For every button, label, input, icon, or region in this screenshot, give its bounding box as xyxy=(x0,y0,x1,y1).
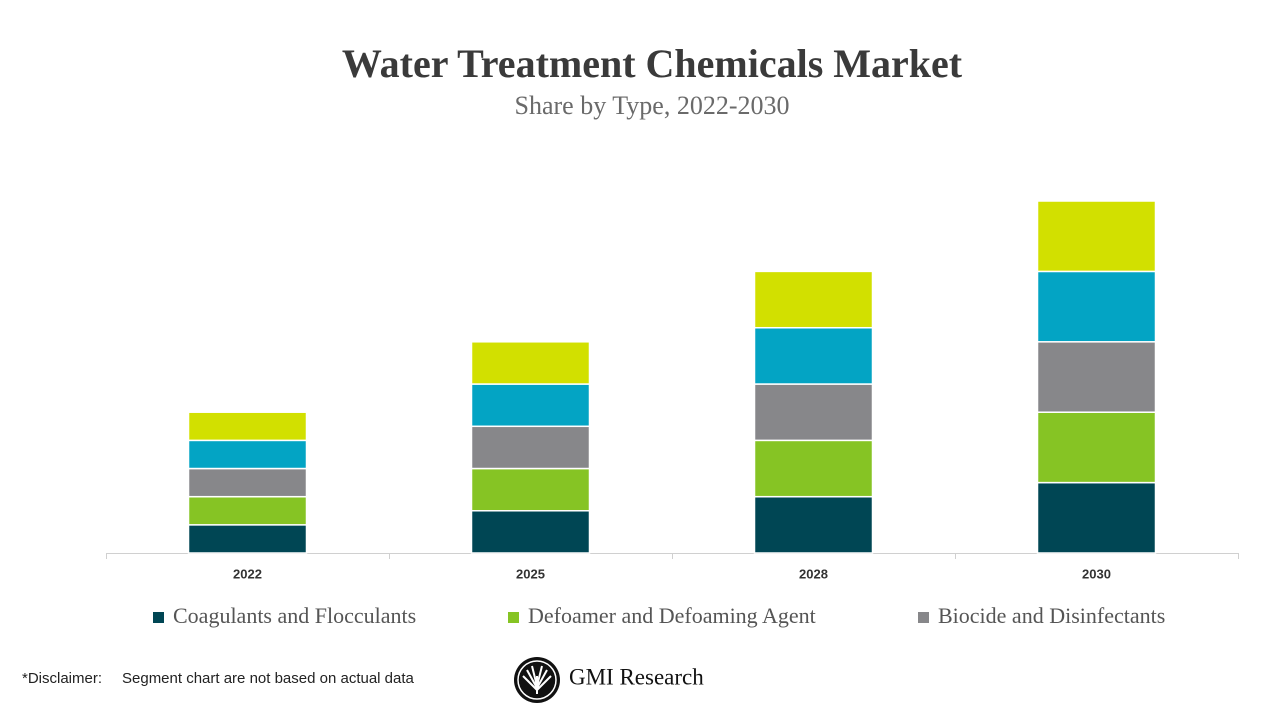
chart-title: Water Treatment Chemicals Market xyxy=(342,41,963,86)
bar-segment xyxy=(1036,411,1157,484)
disclaimer: Segment chart are not based on actual da… xyxy=(122,670,415,687)
bar-segment xyxy=(753,383,874,442)
legend-label: Defoamer and Defoaming Agent xyxy=(528,603,816,628)
x-tick-label: 2025 xyxy=(516,566,545,581)
bar-segment xyxy=(753,439,874,498)
legend-swatch xyxy=(918,612,929,623)
axis xyxy=(106,553,1239,559)
logo-ring xyxy=(517,660,557,700)
bar-segment xyxy=(470,383,591,428)
bar-segment xyxy=(187,439,308,470)
bar-segment xyxy=(187,467,308,498)
bar-segment xyxy=(470,341,591,385)
brand-name: GMI Research xyxy=(569,664,704,689)
bar-segment xyxy=(470,510,591,554)
bar-segment xyxy=(1036,341,1157,413)
x-tick-label: 2028 xyxy=(799,566,828,581)
bar-segment xyxy=(470,467,591,512)
legend-swatch xyxy=(508,612,519,623)
bar-segment xyxy=(1036,200,1157,273)
x-tick-label: 2022 xyxy=(233,566,262,581)
bar-segment xyxy=(470,425,591,470)
brand-logo xyxy=(514,657,560,703)
legend-label: Coagulants and Flocculants xyxy=(173,603,416,628)
bar-segment xyxy=(187,524,308,554)
chart-subtitle: Share by Type, 2022-2030 xyxy=(515,91,790,120)
bar-segment xyxy=(753,326,874,385)
bar-segment xyxy=(753,495,874,554)
bar-segment xyxy=(1036,481,1157,554)
bar-segment xyxy=(753,270,874,329)
logo-plant xyxy=(522,665,552,694)
bar-segment xyxy=(187,495,308,526)
bar-segment xyxy=(187,411,308,442)
legend-label: Biocide and Disinfectants xyxy=(938,603,1165,628)
legend-swatch xyxy=(153,612,164,623)
x-tick-label: 2030 xyxy=(1082,566,1111,581)
bar-segment xyxy=(1036,270,1157,343)
disclaimer-label: *Disclaimer: xyxy=(22,670,102,687)
